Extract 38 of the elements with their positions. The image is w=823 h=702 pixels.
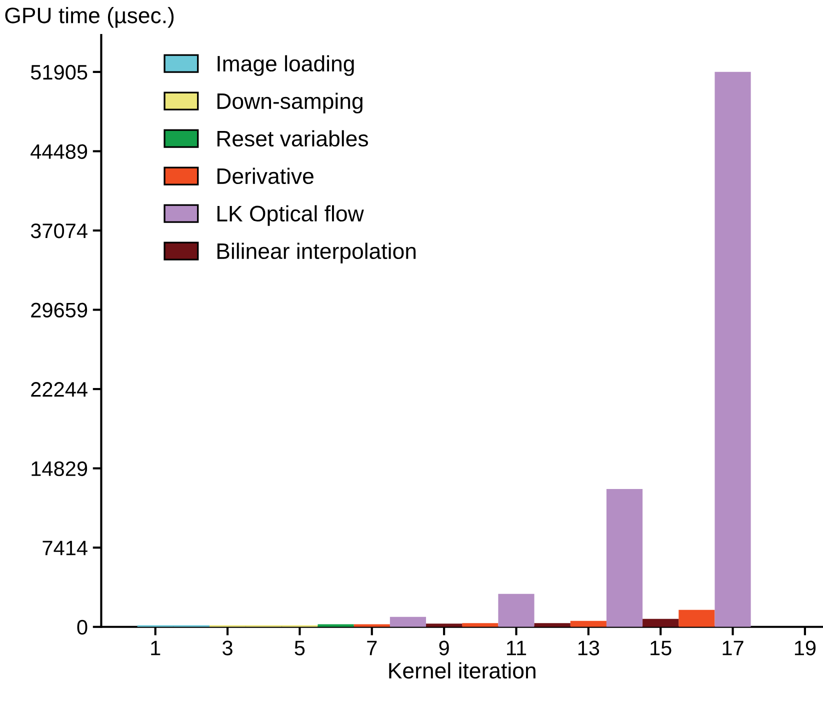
legend-label: Down-samping xyxy=(217,92,362,114)
bar xyxy=(534,623,570,627)
bar xyxy=(390,616,426,627)
legend-label: Reset variables xyxy=(217,130,368,147)
y-tick-label: 51905 xyxy=(30,64,88,80)
x-tick-label: 19 xyxy=(794,640,816,656)
x-tick-label: 7 xyxy=(367,640,377,656)
y-tick-label: 0 xyxy=(77,620,88,635)
bar xyxy=(462,623,498,627)
bar xyxy=(642,618,679,627)
legend-label: Image loading xyxy=(218,55,354,76)
x-tick-label: 9 xyxy=(439,640,449,656)
x-tick-label: 17 xyxy=(722,640,744,656)
bar xyxy=(606,488,643,627)
bar xyxy=(318,624,354,627)
x-tick-label: 5 xyxy=(294,640,305,656)
legend-label: Bilinear interpolation xyxy=(217,242,416,264)
y-tick-label: 14829 xyxy=(32,461,88,476)
y-tick-label: 44489 xyxy=(30,144,88,159)
y-tick-label: 37074 xyxy=(30,224,88,238)
legend-label: Derivative xyxy=(217,168,314,184)
x-tick-label: 1 xyxy=(151,640,160,656)
x-tick-label: 3 xyxy=(222,640,232,656)
x-tick-label: 13 xyxy=(578,640,600,656)
bar xyxy=(354,624,390,627)
x-tick-label: 15 xyxy=(650,640,672,656)
bar xyxy=(426,624,462,627)
y-tick-label: 22244 xyxy=(31,382,88,397)
y-tick-label: 29659 xyxy=(31,302,88,318)
x-axis-title: Kernel iteration xyxy=(389,662,536,679)
bar xyxy=(570,620,606,627)
legend-label: LK Optical flow xyxy=(217,205,364,226)
bar xyxy=(498,594,534,627)
x-tick-label: 11 xyxy=(507,640,526,656)
y-axis-title: GPU time (µsec.) xyxy=(5,7,174,28)
bar xyxy=(714,72,751,627)
y-tick-label: 7414 xyxy=(42,540,88,556)
bar xyxy=(678,610,715,627)
